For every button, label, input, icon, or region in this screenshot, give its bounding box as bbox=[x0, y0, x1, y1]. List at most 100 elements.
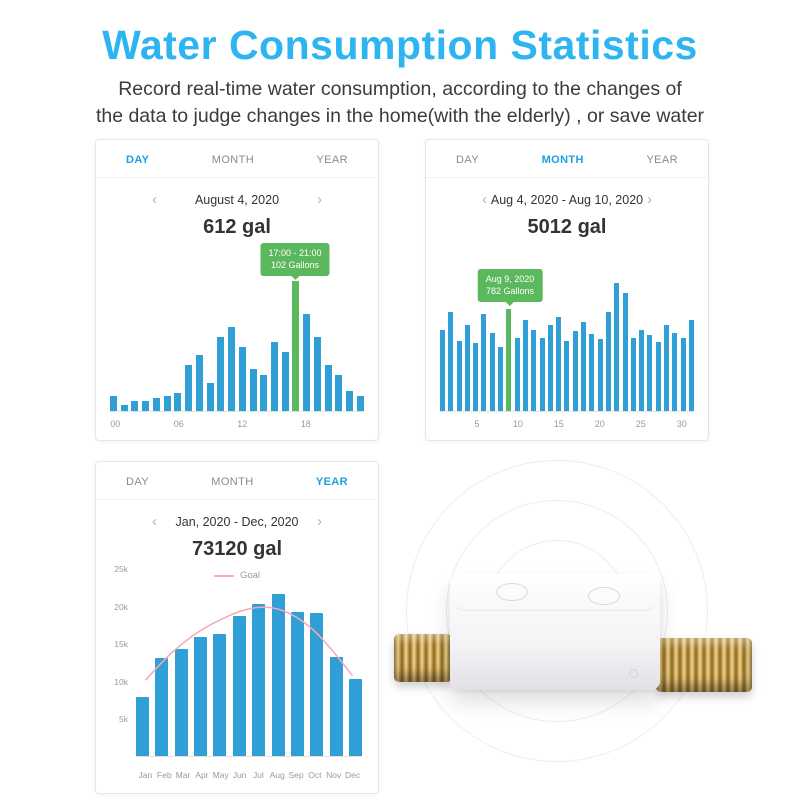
bar[interactable] bbox=[348, 679, 362, 756]
bar[interactable] bbox=[232, 616, 246, 756]
bars bbox=[440, 283, 694, 411]
bar[interactable] bbox=[260, 375, 268, 411]
next-button[interactable]: › bbox=[647, 191, 652, 208]
bar[interactable] bbox=[163, 395, 171, 411]
bar[interactable] bbox=[271, 342, 279, 411]
bar[interactable] bbox=[217, 337, 225, 411]
bar[interactable] bbox=[303, 314, 311, 411]
bar[interactable] bbox=[630, 337, 636, 411]
tab-bar: DAY MONTH YEAR bbox=[96, 462, 378, 500]
tab-year[interactable]: YEAR bbox=[646, 154, 678, 166]
bar[interactable] bbox=[281, 352, 289, 411]
tab-month[interactable]: MONTH bbox=[211, 154, 255, 166]
x-tick-label: 5 bbox=[474, 419, 480, 429]
bar[interactable] bbox=[194, 637, 208, 756]
prev-button[interactable]: ‹ bbox=[482, 191, 487, 208]
bar[interactable] bbox=[572, 331, 578, 411]
goal-legend-label: Goal bbox=[239, 570, 261, 581]
bar[interactable] bbox=[481, 314, 487, 411]
bar[interactable] bbox=[622, 293, 628, 411]
page-title: Water Consumption Statistics bbox=[102, 22, 698, 68]
tab-day[interactable]: DAY bbox=[126, 154, 150, 166]
bar[interactable] bbox=[335, 375, 343, 411]
bar[interactable] bbox=[498, 347, 504, 411]
goal-line-chart bbox=[144, 606, 354, 681]
bar[interactable] bbox=[356, 395, 364, 411]
bar-highlighted[interactable] bbox=[292, 281, 300, 411]
bar[interactable] bbox=[271, 594, 285, 756]
bar[interactable] bbox=[329, 656, 343, 756]
bar[interactable] bbox=[647, 335, 653, 411]
x-tick-label: 18 bbox=[300, 419, 311, 429]
bar[interactable] bbox=[206, 383, 214, 411]
bar[interactable] bbox=[142, 400, 150, 411]
bar[interactable] bbox=[136, 697, 149, 756]
bar[interactable] bbox=[346, 390, 354, 411]
bar[interactable] bbox=[464, 324, 470, 411]
bar[interactable] bbox=[249, 368, 257, 411]
brass-fitting-left bbox=[394, 634, 452, 682]
bar[interactable] bbox=[213, 634, 227, 756]
next-button[interactable]: › bbox=[317, 513, 322, 530]
bar[interactable] bbox=[448, 311, 454, 411]
bar[interactable] bbox=[310, 613, 324, 756]
bar[interactable] bbox=[655, 341, 661, 411]
bar[interactable] bbox=[110, 395, 117, 411]
bar[interactable] bbox=[456, 340, 462, 411]
bar[interactable] bbox=[688, 319, 694, 411]
bar[interactable] bbox=[539, 337, 545, 411]
tab-year[interactable]: YEAR bbox=[315, 476, 348, 488]
bar[interactable] bbox=[152, 398, 160, 411]
tab-day[interactable]: DAY bbox=[126, 476, 150, 488]
prev-button[interactable]: ‹ bbox=[152, 513, 157, 530]
bar[interactable] bbox=[597, 339, 603, 411]
bar[interactable] bbox=[238, 347, 246, 411]
bar[interactable] bbox=[174, 649, 188, 756]
bar[interactable] bbox=[547, 324, 553, 411]
prev-button[interactable]: ‹ bbox=[152, 191, 157, 208]
tab-day[interactable]: DAY bbox=[456, 154, 480, 166]
x-tick-label: Sep bbox=[288, 770, 304, 780]
bar-tooltip: Aug 9, 2020 782 Gallons bbox=[477, 268, 543, 307]
bar[interactable] bbox=[228, 326, 236, 411]
bar[interactable] bbox=[155, 658, 169, 756]
bar[interactable] bbox=[131, 400, 139, 411]
bar[interactable] bbox=[556, 317, 562, 411]
tab-year[interactable]: YEAR bbox=[316, 154, 348, 166]
bar[interactable] bbox=[680, 337, 686, 411]
bar[interactable] bbox=[589, 333, 595, 411]
bar[interactable] bbox=[473, 343, 479, 411]
bar[interactable] bbox=[672, 332, 678, 411]
bar-highlighted[interactable] bbox=[506, 308, 512, 411]
bar[interactable] bbox=[440, 330, 445, 411]
y-tick-label: 5k bbox=[119, 714, 128, 725]
device-button-icon bbox=[588, 587, 620, 605]
bar[interactable] bbox=[252, 604, 266, 756]
bar[interactable] bbox=[531, 330, 537, 411]
bar[interactable] bbox=[120, 404, 128, 411]
bar-tooltip: 17:00 - 21:00 102 Gallons bbox=[260, 242, 330, 281]
x-tick-label: 06 bbox=[173, 419, 184, 429]
bar[interactable] bbox=[664, 324, 670, 411]
total-value: 73120 gal bbox=[191, 538, 283, 560]
tab-month[interactable]: MONTH bbox=[211, 476, 254, 488]
bar[interactable] bbox=[581, 322, 587, 411]
bar[interactable] bbox=[489, 332, 495, 411]
bar[interactable] bbox=[514, 337, 520, 411]
bar[interactable] bbox=[290, 611, 304, 756]
bar[interactable] bbox=[522, 319, 528, 411]
bar[interactable] bbox=[174, 393, 182, 411]
bar[interactable] bbox=[313, 337, 321, 411]
next-button[interactable]: › bbox=[316, 191, 322, 208]
bar[interactable] bbox=[614, 283, 620, 411]
bar[interactable] bbox=[195, 354, 203, 411]
bar[interactable] bbox=[605, 311, 611, 411]
x-tick-label: 12 bbox=[237, 419, 248, 429]
bar[interactable] bbox=[564, 340, 570, 411]
bar[interactable] bbox=[324, 365, 332, 411]
tab-month[interactable]: MONTH bbox=[541, 154, 584, 166]
day-bar-chart bbox=[110, 276, 364, 412]
bar[interactable] bbox=[639, 330, 645, 411]
bar[interactable] bbox=[185, 365, 193, 411]
